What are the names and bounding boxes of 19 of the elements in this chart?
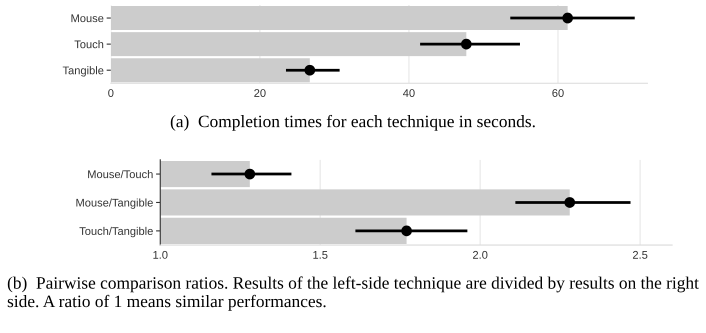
x-tick-label: 2.0 [473,250,488,259]
y-tick-label: Tangible [62,66,104,77]
text: (a) Completion times for each technique in seconds. [170,114,535,131]
bar [110,6,568,30]
y-tick-label: Mouse/Touch [88,170,153,178]
y-tick-label: Touch/Tangible [79,226,153,238]
x-tick-label: 20 [254,89,266,97]
text: (b) Pairwise comparison ratios. Results of the left-side technique are divided by results on the right side. A ratio of 1 means similar performances. [8,276,699,311]
x-tick-label: 2.5 [632,250,648,259]
y-tick-label: Touch [74,40,104,48]
bar [110,58,310,82]
x-tick-label: 60 [552,89,564,97]
y-tick-label: Mouse/Tangible [76,198,153,209]
bar [110,32,466,56]
x-tick-label: 40 [403,89,415,97]
x-tick-label: 0 [108,89,114,97]
y-tick-label: Mouse [71,14,104,22]
x-tick-label: 1.5 [313,251,328,259]
x-tick-label: 1.0 [153,250,168,259]
